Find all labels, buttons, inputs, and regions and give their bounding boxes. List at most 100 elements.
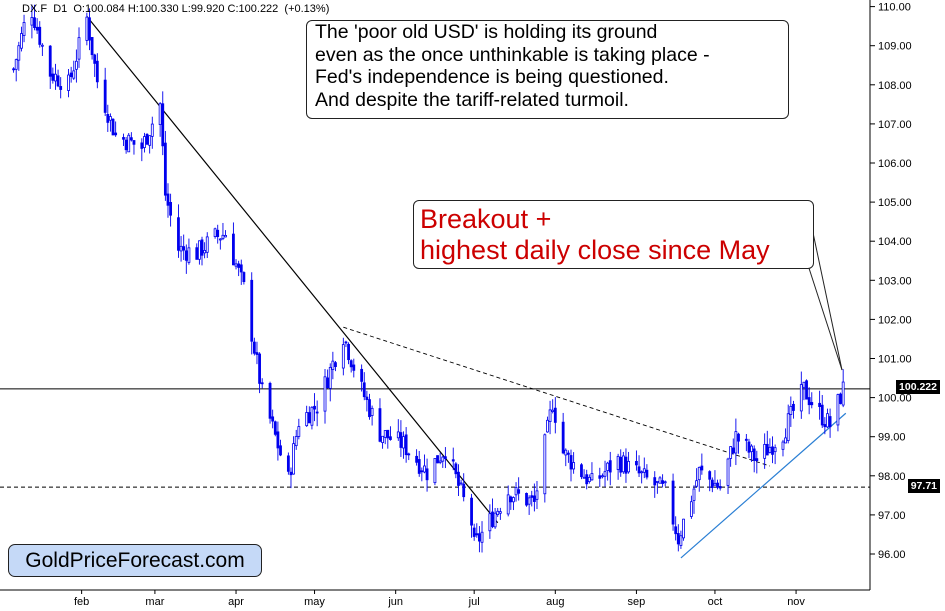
candle-body	[810, 402, 814, 406]
candle-body	[514, 487, 518, 496]
candle-body	[232, 233, 235, 266]
candle-body	[30, 17, 34, 26]
candle-body	[653, 477, 657, 486]
candle-body	[378, 408, 382, 442]
candle-body	[276, 431, 280, 449]
candle-body	[396, 431, 400, 439]
candle-body	[716, 482, 719, 488]
candle-body	[407, 453, 411, 456]
candle-body	[67, 74, 70, 91]
candle-body	[341, 344, 345, 369]
candle-body	[273, 421, 277, 435]
candle-body	[836, 394, 840, 426]
candle-body	[40, 44, 44, 47]
candle-body	[590, 473, 594, 481]
candle-body	[799, 384, 803, 412]
candle-body	[786, 413, 790, 441]
callout-line: Fed's independence is being questioned.	[315, 66, 669, 88]
candle-body	[20, 33, 23, 49]
candle-body	[708, 471, 712, 480]
candle-body	[689, 501, 693, 517]
candle-body	[420, 470, 424, 473]
candle-body	[402, 436, 405, 449]
candle-body	[326, 377, 330, 389]
candle-body	[744, 438, 748, 441]
candle-body	[292, 443, 296, 475]
candle-body	[74, 60, 78, 70]
y-tick-label: 109.00	[878, 41, 912, 53]
y-tick-label: 101.00	[878, 354, 912, 366]
candle-body	[841, 381, 845, 406]
candle-body	[807, 397, 811, 406]
candle-body	[90, 37, 94, 56]
candle-body	[682, 518, 685, 539]
x-tick-label: jun	[387, 596, 403, 608]
candle-body	[163, 142, 167, 196]
candle-body	[755, 458, 759, 462]
candle-body	[114, 132, 118, 136]
callout-pointer	[806, 261, 843, 371]
candle-body	[551, 409, 555, 412]
candle-body	[532, 495, 536, 502]
candle-body	[598, 475, 602, 479]
candle-body	[763, 444, 767, 459]
candle-body	[553, 407, 557, 423]
candle-body	[360, 368, 364, 382]
callout-line: And despite the tariff-related turmoil.	[315, 88, 629, 111]
candle-body	[158, 103, 162, 125]
candle-body	[221, 234, 225, 240]
candle-body	[161, 103, 165, 147]
candle-body	[140, 142, 144, 149]
candle-body	[362, 382, 366, 398]
candle-body	[737, 433, 740, 442]
candle-body	[370, 407, 374, 416]
candle-body	[462, 483, 466, 498]
candle-body	[679, 535, 683, 546]
candle-body	[268, 382, 272, 419]
candle-body	[472, 527, 476, 537]
candle-body	[498, 511, 502, 514]
candle-body	[386, 429, 390, 439]
candle-body	[286, 455, 290, 472]
candle-body	[454, 463, 458, 475]
candle-body	[213, 228, 217, 237]
candle-body	[132, 140, 136, 145]
candle-body	[828, 416, 832, 428]
candle-body	[72, 70, 76, 79]
candle-body	[572, 462, 576, 470]
candle-body	[88, 17, 91, 41]
y-tick-label: 97.00	[878, 510, 906, 522]
candle-body	[655, 480, 659, 483]
candle-body	[546, 419, 549, 433]
candle-body	[805, 380, 808, 400]
symbol-label: DX.F	[22, 3, 48, 15]
candle-body	[566, 452, 570, 455]
candle-body	[512, 497, 515, 503]
candle-body	[713, 482, 717, 486]
close-value: C:100.222	[227, 3, 279, 15]
brand-badge: GoldPriceForecast.com	[8, 544, 262, 577]
candle-body	[331, 360, 335, 370]
y-tick-label: 106.00	[878, 158, 912, 170]
candle-body	[692, 488, 696, 501]
candle-body	[488, 513, 492, 532]
candle-body	[676, 533, 680, 545]
candle-body	[365, 396, 369, 400]
candle-body	[603, 471, 607, 477]
candle-body	[645, 469, 649, 478]
candle-body	[323, 376, 327, 412]
candle-body	[697, 466, 701, 481]
candle-body	[297, 426, 301, 437]
y-tick-label: 96.00	[878, 549, 906, 561]
candle-body	[239, 264, 243, 273]
y-tick-label: 100.00	[878, 393, 912, 405]
candle-body	[818, 402, 822, 407]
candle-body	[352, 364, 356, 371]
candle-body	[294, 436, 298, 447]
candle-body	[106, 114, 110, 123]
candle-body	[726, 458, 730, 486]
candle-body	[258, 353, 261, 384]
candle-body	[417, 459, 421, 474]
candle-body	[582, 476, 586, 479]
candle-body	[731, 447, 735, 454]
